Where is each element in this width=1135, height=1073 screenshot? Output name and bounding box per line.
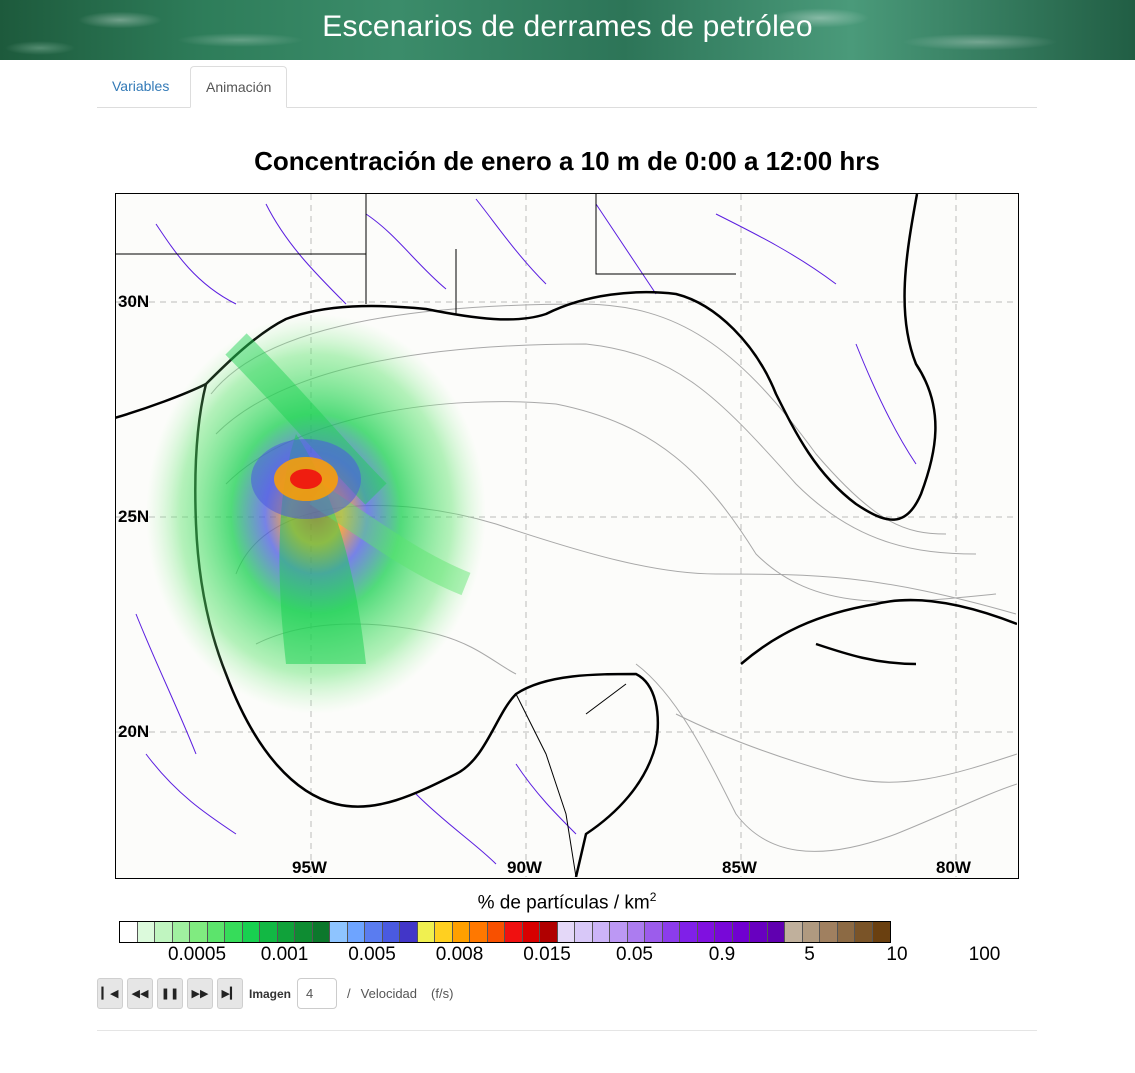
colorbar-swatch xyxy=(540,922,558,942)
colorbar-swatch xyxy=(487,922,505,942)
colorbar-swatch xyxy=(330,922,348,942)
tab-variables[interactable]: Variables xyxy=(112,78,170,94)
gulf-of-mexico-map xyxy=(116,194,1017,877)
lon-label-80w: 80W xyxy=(936,858,971,877)
last-frame-button[interactable]: ▶▎ xyxy=(217,978,243,1009)
colorbar-title: % de partículas / km2 xyxy=(97,890,1037,914)
colorbar-swatch xyxy=(277,922,295,942)
header-satellite-image xyxy=(0,0,1135,60)
colorbar-swatch xyxy=(662,922,680,942)
colorbar-swatch xyxy=(767,922,785,942)
lat-label-30n: 30N xyxy=(118,292,150,311)
colorbar-swatch xyxy=(575,922,593,942)
colorbar-swatch xyxy=(155,922,173,942)
colorbar-swatch xyxy=(680,922,698,942)
colorbar-swatch xyxy=(470,922,488,942)
colorbar-swatch xyxy=(172,922,190,942)
colorbar xyxy=(119,921,891,943)
pause-button[interactable]: ❚❚ xyxy=(157,978,183,1009)
first-frame-button[interactable]: ▎◀ xyxy=(97,978,123,1009)
plot-title: Concentración de enero a 10 m de 0:00 a … xyxy=(254,146,880,176)
colorbar-swatch xyxy=(400,922,418,942)
tab-bar: Variables Animación xyxy=(97,66,1037,108)
colorbar-swatch xyxy=(452,922,470,942)
frame-input[interactable]: 4 xyxy=(297,978,338,1009)
frame-separator: / xyxy=(347,986,351,1001)
lat-label-25n: 25N xyxy=(118,507,150,526)
colorbar-swatch xyxy=(190,922,208,942)
skip-forward-icon: ▶▎ xyxy=(221,988,239,1000)
colorbar-swatch xyxy=(872,922,890,942)
lat-label-20n: 20N xyxy=(118,722,150,741)
colorbar-swatch xyxy=(347,922,365,942)
step-forward-button[interactable]: ▶▶ xyxy=(187,978,213,1009)
step-back-button[interactable]: ◀◀ xyxy=(127,978,153,1009)
colorbar-swatch xyxy=(137,922,155,942)
colorbar-swatch xyxy=(120,922,138,942)
page-header: Escenarios de derrames de petróleo xyxy=(0,0,1135,60)
colorbar-swatch xyxy=(855,922,873,942)
colorbar-swatch xyxy=(505,922,523,942)
colorbar-swatch xyxy=(295,922,313,942)
pause-icon: ❚❚ xyxy=(160,988,180,1000)
tab-animacion[interactable]: Animación xyxy=(190,66,288,108)
lon-label-90w: 90W xyxy=(507,858,542,877)
frame-label: Imagen xyxy=(249,986,292,1001)
colorbar-tick-label: 100 xyxy=(968,944,1001,965)
colorbar-tick-label: 5 xyxy=(804,944,815,965)
colorbar-swatch xyxy=(207,922,225,942)
animation-controls: ▎◀ ◀◀ ❚❚ ▶▶ ▶▎ Imagen 4 / Velocidad (f/s… xyxy=(97,977,453,1010)
skip-back-icon: ▎◀ xyxy=(101,988,119,1000)
rewind-icon: ◀◀ xyxy=(131,988,149,1000)
colorbar-swatch xyxy=(837,922,855,942)
colorbar-swatch xyxy=(592,922,610,942)
colorbar-swatch xyxy=(802,922,820,942)
colorbar-tick-label: 0.0005 xyxy=(167,944,227,965)
colorbar-title-text: % de partículas / km xyxy=(477,892,650,914)
lon-label-95w: 95W xyxy=(292,858,327,877)
colorbar-tick-label: 0.005 xyxy=(348,944,396,965)
fast-forward-icon: ▶▶ xyxy=(191,988,209,1000)
colorbar-tick-label: 0.008 xyxy=(435,944,484,965)
colorbar-swatch xyxy=(610,922,628,942)
colorbar-tick-label: 0.9 xyxy=(708,944,736,965)
colorbar-swatch xyxy=(732,922,750,942)
colorbar-swatch xyxy=(627,922,645,942)
colorbar-swatch xyxy=(260,922,278,942)
colorbar-swatch xyxy=(417,922,435,942)
colorbar-swatch xyxy=(225,922,243,942)
colorbar-swatch xyxy=(715,922,733,942)
colorbar-swatch xyxy=(242,922,260,942)
colorbar-swatch xyxy=(312,922,330,942)
colorbar-tick-label: 0.001 xyxy=(260,944,309,965)
colorbar-swatch xyxy=(785,922,803,942)
bottom-divider xyxy=(97,1030,1037,1031)
colorbar-swatch xyxy=(522,922,540,942)
speed-unit: (f/s) xyxy=(431,986,454,1001)
concentration-map: 30N 25N 20N 95W 90W 85W 80W xyxy=(115,193,1019,879)
colorbar-swatch xyxy=(697,922,715,942)
colorbar-tick-label: 10 xyxy=(886,944,908,965)
colorbar-swatch xyxy=(382,922,400,942)
colorbar-tick-label: 0.015 xyxy=(523,944,571,965)
page-title: Escenarios de derrames de petróleo xyxy=(322,10,813,43)
speed-label: Velocidad xyxy=(360,986,418,1001)
colorbar-swatch xyxy=(645,922,663,942)
lon-label-85w: 85W xyxy=(722,858,757,877)
colorbar-tick-label: 0.05 xyxy=(616,944,653,965)
colorbar-title-sup: 2 xyxy=(649,890,657,904)
colorbar-swatch xyxy=(557,922,575,942)
colorbar-swatch xyxy=(820,922,838,942)
colorbar-swatch xyxy=(365,922,383,942)
colorbar-swatch xyxy=(750,922,768,942)
colorbar-swatch xyxy=(435,922,453,942)
